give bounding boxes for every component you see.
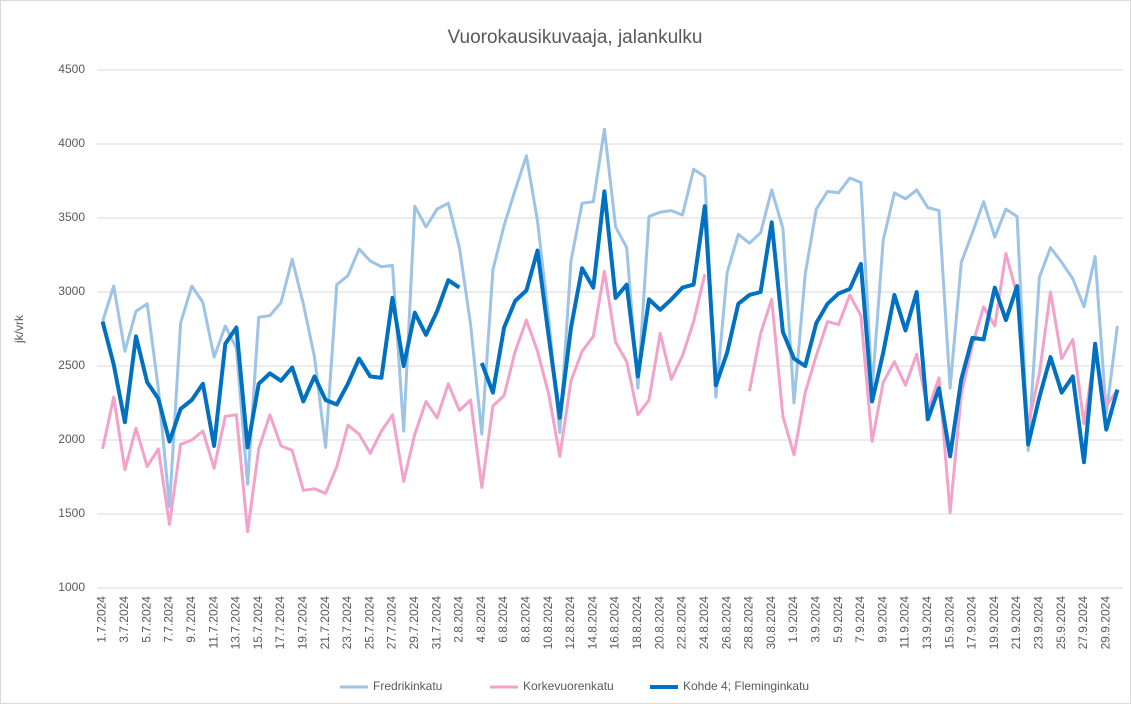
x-tick-label: 2.8.2024 [452, 596, 466, 643]
x-tick-label: 3.9.2024 [808, 596, 822, 643]
x-tick-label: 31.7.2024 [429, 596, 443, 650]
y-tick-label: 1000 [58, 580, 85, 594]
x-tick-label: 7.9.2024 [853, 596, 867, 643]
y-tick-label: 4000 [58, 136, 85, 150]
x-tick-label: 9.7.2024 [184, 596, 198, 643]
series-line [100, 189, 1120, 465]
x-tick-label: 5.7.2024 [139, 596, 153, 643]
x-tick-label: 22.8.2024 [675, 596, 689, 650]
x-tick-label: 23.9.2024 [1032, 596, 1046, 650]
x-tick-label: 27.9.2024 [1076, 596, 1090, 650]
x-tick-label: 1.7.2024 [95, 596, 109, 643]
x-tick-label: 21.7.2024 [318, 596, 332, 650]
x-tick-label: 4.8.2024 [474, 596, 488, 643]
x-tick-label: 30.8.2024 [764, 596, 778, 650]
y-axis-label: jk/vrk [12, 314, 26, 344]
series-line [101, 127, 1119, 509]
x-tick-label: 13.9.2024 [920, 596, 934, 650]
x-tick-label: 14.8.2024 [585, 596, 599, 650]
x-tick-label: 17.9.2024 [965, 596, 979, 650]
y-tick-label: 1500 [58, 506, 85, 520]
y-tick-label: 2000 [58, 432, 85, 446]
x-tick-label: 3.7.2024 [117, 596, 131, 643]
y-tick-label: 4500 [58, 62, 85, 76]
x-tick-label: 13.7.2024 [229, 596, 243, 650]
x-tick-label: 15.9.2024 [942, 596, 956, 650]
y-tick-label: 3500 [58, 210, 85, 224]
legend-label: Kohde 4; Fleminginkatu [683, 679, 809, 693]
x-tick-label: 15.7.2024 [251, 596, 265, 650]
x-tick-label: 11.7.2024 [206, 596, 220, 649]
x-tick-label: 8.8.2024 [519, 596, 533, 643]
x-tick-label: 26.8.2024 [719, 596, 733, 650]
x-tick-label: 28.8.2024 [742, 596, 756, 650]
legend-label: Fredrikinkatu [373, 679, 442, 693]
x-tick-label: 25.9.2024 [1054, 596, 1068, 650]
x-tick-label: 10.8.2024 [541, 596, 555, 650]
x-tick-label: 21.9.2024 [1009, 596, 1023, 650]
x-tick-label: 6.8.2024 [496, 596, 510, 643]
y-tick-label: 2500 [58, 358, 85, 372]
x-tick-label: 19.9.2024 [987, 596, 1001, 650]
x-tick-label: 7.7.2024 [162, 596, 176, 643]
x-tick-label: 9.9.2024 [875, 596, 889, 643]
x-tick-label: 23.7.2024 [340, 596, 354, 650]
x-tick-label: 29.7.2024 [407, 596, 421, 650]
x-tick-label: 29.9.2024 [1098, 596, 1112, 650]
x-tick-label: 27.7.2024 [385, 596, 399, 650]
x-tick-label: 19.7.2024 [295, 596, 309, 650]
x-tick-label: 25.7.2024 [362, 596, 376, 650]
x-tick-label: 11.9.2024 [898, 596, 912, 649]
x-tick-label: 18.8.2024 [630, 596, 644, 650]
x-tick-label: 17.7.2024 [273, 596, 287, 650]
chart-title: Vuorokausikuvaaja, jalankulku [448, 27, 703, 48]
y-tick-label: 3000 [58, 284, 85, 298]
x-tick-label: 16.8.2024 [608, 596, 622, 650]
x-tick-label: 1.9.2024 [786, 596, 800, 643]
x-tick-label: 5.9.2024 [831, 596, 845, 643]
x-tick-label: 24.8.2024 [697, 596, 711, 650]
x-tick-label: 12.8.2024 [563, 596, 577, 650]
x-tick-label: 20.8.2024 [652, 596, 666, 650]
legend-label: Korkevuorenkatu [523, 679, 614, 693]
series-line [101, 252, 1119, 534]
